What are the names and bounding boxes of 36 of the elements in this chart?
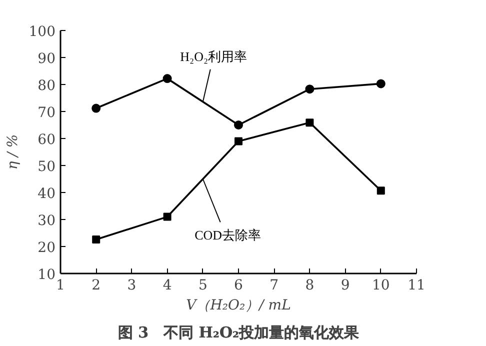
text: 图 3 不同 H₂O₂投加量的氧化效果 [118,324,360,342]
x-tick-label: 11 [408,278,426,294]
point [234,137,242,146]
point [376,186,385,195]
x-tick-label: 10 [372,278,390,294]
y-tick-label: 30 [38,213,56,229]
point [305,84,314,94]
point [162,74,172,84]
series-label: COD去除率 [194,228,262,243]
y-tick-label: 100 [28,24,56,40]
point [92,104,101,113]
x-tick-label: 7 [270,278,279,294]
x-tick-label: 3 [127,278,136,294]
point [234,120,243,130]
series-label: H₂O₂利用率 [180,48,248,64]
y-tick-label: 90 [38,51,56,67]
y-tick-label: 40 [38,186,56,202]
point [306,118,314,127]
y-tick-label: 10 [38,267,56,283]
y-tick-label: 80 [38,78,56,94]
x-tick-label: 5 [198,278,208,294]
x-tick-label: 6 [234,278,244,294]
y-tick-label: 50 [38,159,56,175]
point [376,79,386,88]
x-tick-label: 9 [340,278,350,294]
point [163,212,172,221]
x-tick-label: 4 [162,278,172,294]
y-axis-title: η / % [4,134,21,170]
y-tick-label: 60 [38,132,56,148]
x-axis-title: V（H₂O₂）/ mL [186,298,291,314]
y-tick-label: 70 [38,105,56,121]
point [92,235,100,244]
x-tick-label: 1 [56,278,65,294]
x-tick-label: 2 [92,278,101,294]
x-tick-label: 8 [305,278,314,294]
y-tick-label: 20 [38,240,56,256]
